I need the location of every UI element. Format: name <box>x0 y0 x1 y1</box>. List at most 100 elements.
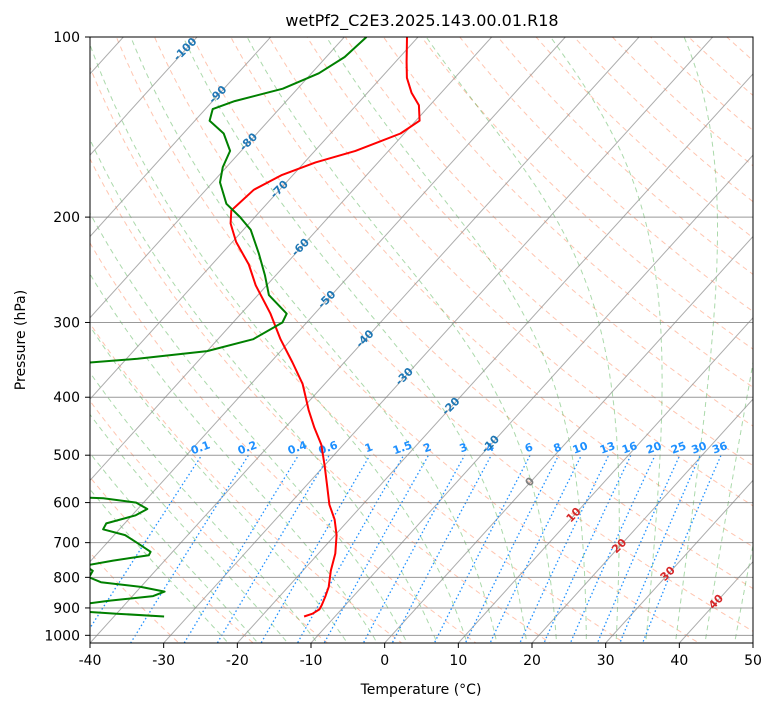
mixing-ratio-label: 3 <box>458 441 470 456</box>
y-tick-label: 800 <box>53 570 80 586</box>
dry-adiabat <box>90 157 552 643</box>
mixing-ratio-label: 2 <box>421 441 433 456</box>
moist-adiabat <box>90 325 348 643</box>
x-tick-label: 40 <box>670 653 688 669</box>
mixing-ratio-label: 36 <box>710 439 729 457</box>
moist-adiabat <box>550 37 663 643</box>
x-tick-label: -40 <box>79 653 102 669</box>
y-tick-label: 200 <box>53 210 80 226</box>
y-tick-label: 100 <box>53 30 80 46</box>
isotherm-line <box>531 398 753 643</box>
moist-adiabat <box>325 37 587 643</box>
mixing-ratio-label: 0.4 <box>286 438 309 457</box>
mixing-ratio-label: 13 <box>598 439 617 456</box>
dry-adiabat <box>573 37 753 203</box>
isotherm-line <box>90 37 419 400</box>
dry-adiabat <box>90 476 254 643</box>
x-tick-label: 10 <box>449 653 467 669</box>
x-tick-label: 20 <box>523 653 541 669</box>
mixing-ratio-label: 0.2 <box>236 438 259 457</box>
dry-adiabat <box>90 322 403 643</box>
y-tick-label: 900 <box>53 601 80 617</box>
y-tick-label: 400 <box>53 390 80 406</box>
dry-adiabat <box>115 37 700 643</box>
isotherm-line <box>90 37 567 563</box>
isotherm-line <box>457 317 753 643</box>
y-tick-label: 300 <box>53 315 80 331</box>
isotherm-line <box>90 37 346 319</box>
y-tick-label: 700 <box>53 536 80 552</box>
isotherm-line <box>604 479 753 643</box>
dry-adiabat <box>90 242 477 643</box>
mixing-ratio-label: 4 <box>484 440 496 455</box>
moist-adiabat <box>90 488 229 643</box>
x-tick-label: 30 <box>597 653 615 669</box>
moist-adiabat <box>90 371 319 643</box>
dry-adiabat <box>459 37 753 313</box>
mixing-ratio-label: 20 <box>644 439 663 457</box>
moist-adiabat <box>90 452 259 643</box>
dry-adiabat <box>153 37 753 632</box>
moist-adiabat <box>90 273 378 643</box>
isotherm-line <box>236 73 753 643</box>
isotherm-line <box>0 24 62 660</box>
dry-adiabat <box>344 37 753 427</box>
moist-adiabat <box>182 37 528 643</box>
dry-adiabat <box>382 37 753 388</box>
mixing-ratio-label: 30 <box>690 439 709 457</box>
x-tick-label: -10 <box>300 653 323 669</box>
isotherm-line <box>90 37 272 238</box>
dry-adiabat <box>90 400 329 643</box>
mixing-ratio-label: 10 <box>571 439 590 457</box>
dry-adiabat <box>268 37 753 507</box>
mixing-ratio-label: 0.1 <box>189 438 212 457</box>
mixing-ratio-label: 1 <box>363 440 375 455</box>
mixing-ratio-line <box>183 454 300 643</box>
dry-adiabat <box>649 37 753 132</box>
isotherm-line <box>90 37 198 156</box>
mixing-ratio-label: 6 <box>523 440 535 455</box>
isotherm-line <box>162 37 714 643</box>
chart-title: wetPf2_C2E3.2025.143.00.01.R18 <box>285 11 558 31</box>
dewpoint-profile <box>90 37 368 618</box>
moist-adiabat <box>734 543 753 643</box>
temperature-profile <box>229 37 421 618</box>
isotherm-line <box>383 235 753 643</box>
moist-adiabat <box>674 37 718 643</box>
y-tick-label: 1000 <box>44 628 80 644</box>
mixing-ratio-label: 8 <box>552 441 564 456</box>
y-tick-label: 500 <box>53 448 80 464</box>
mixing-ratio-line <box>433 454 531 643</box>
mixing-ratio-line <box>619 454 701 643</box>
plot-frame <box>89 36 754 644</box>
moist-adiabat <box>130 37 498 643</box>
dry-adiabat <box>90 551 180 643</box>
dry-adiabat <box>306 37 753 467</box>
x-tick-label: -30 <box>152 653 175 669</box>
mixing-ratio-line <box>641 454 722 643</box>
moist-adiabat <box>246 37 558 643</box>
moist-adiabat <box>425 37 620 643</box>
isotherm-line <box>678 560 753 643</box>
mixing-ratio-label: 25 <box>669 439 688 456</box>
moist-adiabat <box>90 212 408 643</box>
moist-adiabat <box>90 413 289 643</box>
dry-adiabat <box>611 37 753 167</box>
dry-adiabat <box>90 66 626 643</box>
x-tick-label: 0 <box>380 653 389 669</box>
isotherm-line <box>310 154 753 643</box>
moist-adiabat <box>704 359 753 643</box>
isotherm-line <box>752 642 753 643</box>
moist-adiabat <box>90 138 438 643</box>
dry-adiabat <box>753 26 775 660</box>
dry-adiabat <box>535 37 753 239</box>
dry-adiabat <box>687 37 753 97</box>
mixing-ratio-label: 1.5 <box>391 438 414 457</box>
isotherm-line <box>90 37 640 643</box>
x-axis-label: Temperature (°C) <box>360 682 482 698</box>
x-tick-label: 50 <box>744 653 762 669</box>
mixing-ratio-label: 16 <box>620 439 639 457</box>
y-axis-label: Pressure (hPa) <box>13 290 29 390</box>
mixing-ratio-line <box>323 454 430 643</box>
